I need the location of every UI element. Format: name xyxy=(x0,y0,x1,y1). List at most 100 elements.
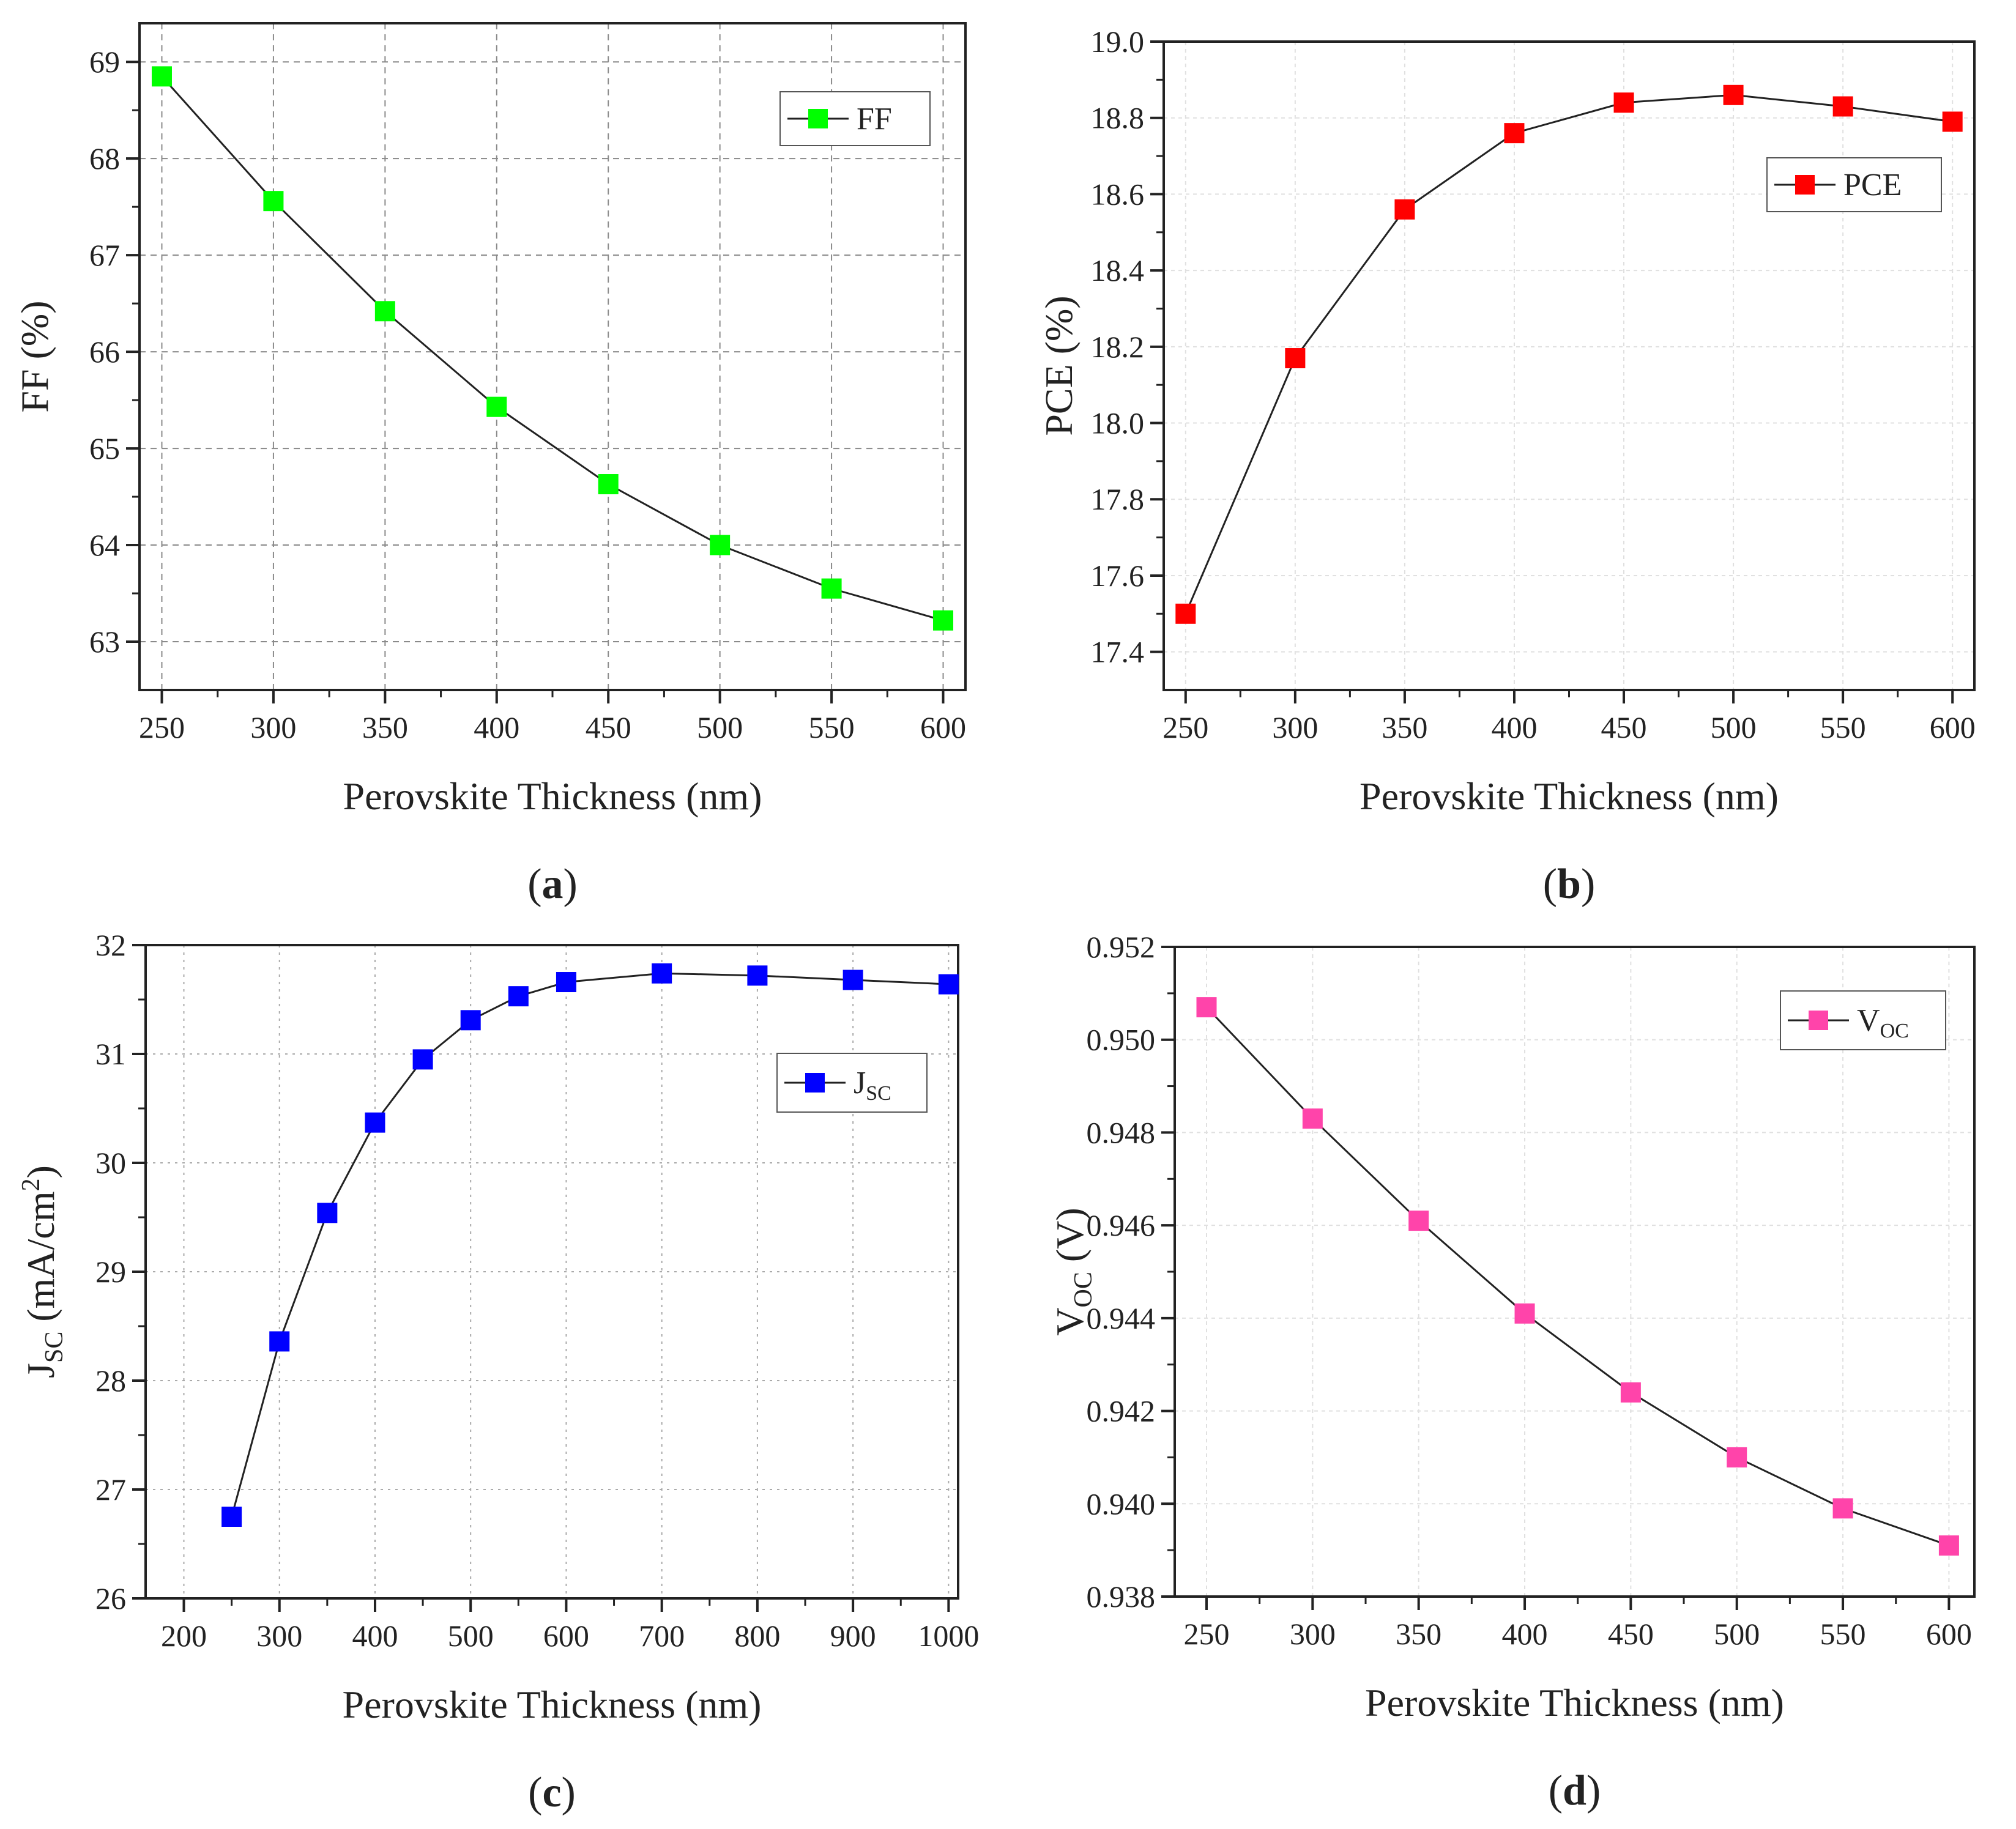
y-tick-label: 31 xyxy=(95,1037,126,1071)
x-axis-title: Perovskite Thickness (nm) xyxy=(343,774,762,818)
series-markers xyxy=(151,66,954,631)
x-axis-title: Perovskite Thickness (nm) xyxy=(1359,774,1779,818)
y-tick-label: 18.2 xyxy=(1091,330,1145,364)
gridlines xyxy=(1175,946,1974,1597)
x-tick-label: 600 xyxy=(1930,710,1976,744)
x-tick-label: 800 xyxy=(734,1619,780,1653)
x-tick-label: 300 xyxy=(1290,1617,1336,1651)
chart-panel-c: 200 300 400 500 600 700 800 900 1000 26 27 28 29 30 31… xyxy=(17,928,979,1816)
y-tick-label: 64 xyxy=(89,528,120,562)
x-tick-label: 250 xyxy=(139,710,185,744)
data-point xyxy=(933,610,954,631)
y-tick-label: 18.6 xyxy=(1091,177,1145,211)
x-tick-label: 400 xyxy=(1502,1617,1548,1651)
x-tick-label: 450 xyxy=(1601,710,1647,744)
y-tick-label: 0.942 xyxy=(1087,1394,1156,1428)
data-point xyxy=(1408,1211,1429,1231)
series-markers xyxy=(1196,997,1959,1556)
data-point xyxy=(269,1331,290,1352)
data-point xyxy=(1832,1498,1853,1519)
y-tick-label: 17.4 xyxy=(1091,635,1145,669)
chart-panel-a: 250 300 350 400 450 500 550 600 63 64 65 66 67 68 69 Pe… xyxy=(13,22,967,908)
y-tick-label: 0.940 xyxy=(1087,1486,1156,1521)
data-point xyxy=(374,301,395,322)
data-point xyxy=(486,396,507,417)
panel-label: (d) xyxy=(1549,1767,1601,1814)
x-tick-label: 300 xyxy=(256,1619,302,1653)
legend-label: JSC xyxy=(854,1066,891,1105)
x-tick-label: 350 xyxy=(1396,1617,1441,1651)
data-point xyxy=(1175,603,1196,624)
x-tick-label: 300 xyxy=(1272,710,1318,744)
y-tick-label: 17.6 xyxy=(1091,558,1145,593)
data-point xyxy=(747,965,768,986)
panel-label: (b) xyxy=(1543,861,1596,908)
data-point xyxy=(1832,96,1853,117)
series-line xyxy=(161,75,943,621)
data-point xyxy=(1504,123,1525,144)
legend-label: FF xyxy=(857,102,892,136)
data-point xyxy=(652,963,672,984)
x-tick-label: 300 xyxy=(250,710,296,744)
panel-label: (a) xyxy=(527,861,578,908)
y-tick-label: 63 xyxy=(89,625,120,659)
legend-marker xyxy=(1795,175,1815,195)
ticks: 250 300 350 400 450 500 550 600 63 64 65 66 67 68 69 xyxy=(89,45,966,744)
data-point xyxy=(556,972,576,993)
y-axis-title: JSC (mA/cm2) xyxy=(17,1165,69,1378)
legend: PCE xyxy=(1766,157,1942,212)
x-tick-label: 500 xyxy=(1711,710,1757,744)
y-tick-label: 32 xyxy=(95,928,126,962)
data-point xyxy=(1285,348,1306,369)
y-tick-label: 30 xyxy=(95,1146,126,1180)
y-tick-label: 18.4 xyxy=(1091,253,1145,288)
data-point xyxy=(151,66,172,87)
data-point xyxy=(1613,92,1634,113)
x-tick-label: 450 xyxy=(586,710,631,744)
data-point xyxy=(365,1112,385,1133)
y-tick-label: 69 xyxy=(89,45,120,79)
x-tick-label: 500 xyxy=(1714,1617,1760,1651)
data-point xyxy=(1394,199,1415,220)
data-point xyxy=(821,578,842,599)
x-tick-label: 350 xyxy=(1382,710,1427,744)
x-tick-label: 600 xyxy=(1926,1617,1972,1651)
data-point xyxy=(1938,1535,1959,1556)
x-tick-label: 400 xyxy=(1491,710,1537,744)
x-tick-label: 250 xyxy=(1184,1617,1230,1651)
data-point xyxy=(598,474,619,495)
x-tick-label: 400 xyxy=(352,1619,398,1653)
y-tick-label: 18.8 xyxy=(1091,101,1145,135)
y-tick-label: 0.952 xyxy=(1087,930,1156,964)
data-point xyxy=(1302,1108,1323,1129)
y-tick-label: 0.944 xyxy=(1087,1301,1156,1335)
legend-label: VOC xyxy=(1857,1003,1909,1042)
data-point xyxy=(1620,1382,1641,1403)
chart-panel-b: 250 300 350 400 450 500 550 600 17.4 17.6 17.8 18.0… xyxy=(1037,24,1976,908)
legend-marker xyxy=(805,1073,825,1093)
legend: VOC xyxy=(1780,990,1946,1050)
y-tick-label: 0.938 xyxy=(1087,1579,1156,1614)
x-tick-label: 350 xyxy=(362,710,408,744)
y-tick-label: 68 xyxy=(89,141,120,176)
x-tick-label: 450 xyxy=(1608,1617,1654,1651)
data-point xyxy=(1514,1303,1535,1324)
x-tick-label: 250 xyxy=(1162,710,1208,744)
x-tick-label: 500 xyxy=(697,710,743,744)
y-axis-title: FF (%) xyxy=(13,300,56,412)
data-point xyxy=(842,970,863,990)
y-tick-label: 17.8 xyxy=(1091,482,1145,516)
y-tick-label: 19.0 xyxy=(1091,24,1145,59)
panel-label: (c) xyxy=(528,1769,576,1816)
x-tick-label: 600 xyxy=(543,1619,589,1653)
data-point xyxy=(508,986,529,1007)
x-tick-label: 700 xyxy=(639,1619,685,1653)
y-tick-label: 0.950 xyxy=(1087,1023,1156,1057)
x-axis-title: Perovskite Thickness (nm) xyxy=(1365,1681,1784,1724)
x-tick-label: 550 xyxy=(809,710,855,744)
data-point xyxy=(1942,111,1963,132)
x-axis-title: Perovskite Thickness (nm) xyxy=(343,1683,762,1726)
y-tick-label: 0.946 xyxy=(1087,1208,1156,1242)
data-point xyxy=(263,191,284,212)
